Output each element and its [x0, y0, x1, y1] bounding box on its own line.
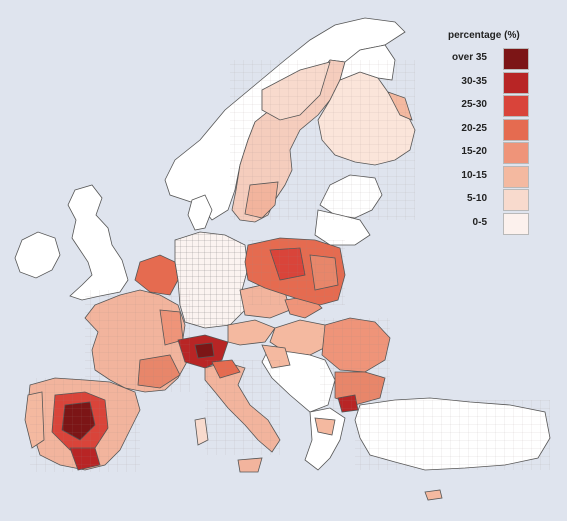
region-benelux — [134, 254, 179, 296]
region-sicily — [237, 457, 263, 473]
region-cyprus — [424, 489, 443, 501]
legend-item-label: 0-5 — [472, 216, 487, 228]
british-isles — [14, 184, 129, 301]
legend-item-swatch — [503, 189, 529, 211]
legend-item: 10-15 — [440, 165, 535, 188]
legend-item-swatch — [503, 118, 529, 141]
legend-item-label: over 35 — [451, 52, 487, 63]
legend-item-swatch — [503, 165, 529, 188]
legend-item-swatch — [503, 142, 529, 164]
legend-item-label: 10-15 — [461, 169, 487, 181]
legend-item: 5-10 — [440, 189, 535, 211]
legend-item: 15-20 — [440, 142, 535, 164]
legend-item-label: 5-10 — [466, 193, 487, 204]
legend-item-swatch — [503, 71, 529, 94]
region-grid-overlay — [30, 60, 550, 472]
legend-item: 30-35 — [440, 71, 535, 94]
legend-item: 20-25 — [440, 118, 535, 141]
legend-item: 25-30 — [440, 95, 535, 117]
legend-item-label: 30-35 — [461, 75, 487, 87]
legend-item-swatch — [503, 95, 529, 117]
legend-title: percentage (%) — [448, 30, 520, 41]
region-uk — [67, 184, 129, 301]
legend-item-label: 25-30 — [461, 99, 487, 110]
legend-item: 0-5 — [440, 212, 535, 235]
region-germany — [174, 231, 249, 329]
legend-item: over 35 — [440, 48, 535, 70]
legend-item-swatch — [503, 48, 529, 70]
region-ireland — [14, 231, 61, 279]
legend-item-label: 20-25 — [461, 122, 487, 134]
region-greece — [304, 407, 346, 471]
region-austria — [227, 319, 276, 346]
region-denmark — [187, 194, 213, 231]
legend-item-swatch — [503, 212, 529, 235]
legend-item-label: 15-20 — [461, 146, 487, 157]
